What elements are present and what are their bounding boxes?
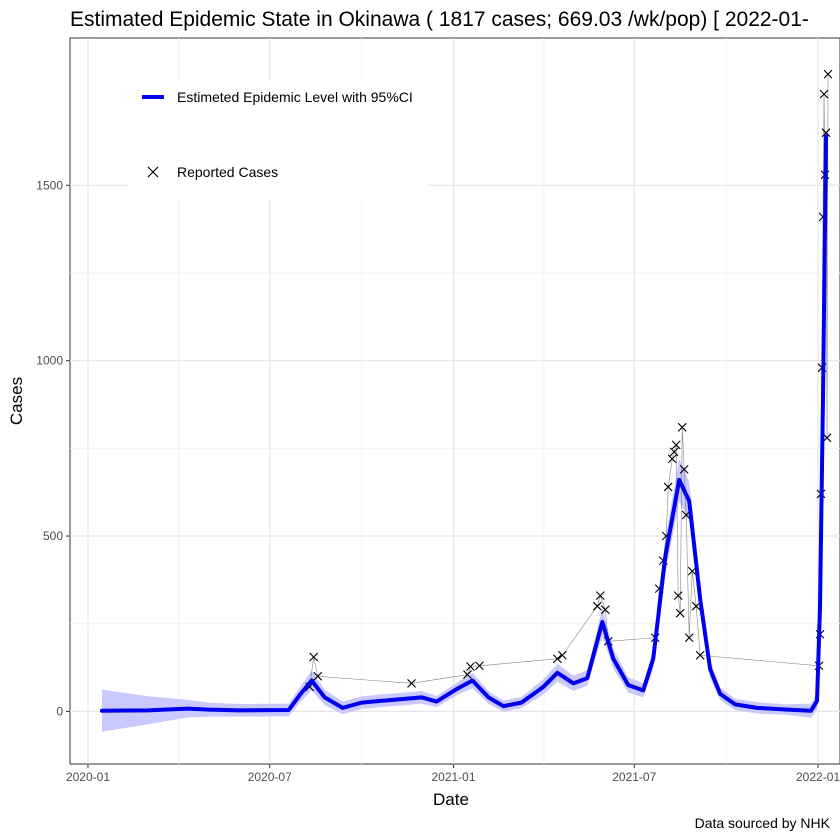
case-point xyxy=(671,440,681,450)
y-tick-label: 500 xyxy=(43,529,63,543)
legend-label-level: Estimeted Epidemic Level with 95%CI xyxy=(177,89,413,105)
case-point xyxy=(677,422,687,432)
case-point xyxy=(557,650,567,660)
case-point xyxy=(463,670,472,679)
caption: Data sourced by NHK xyxy=(695,815,831,831)
x-axis-label: Date xyxy=(433,790,469,809)
case-point xyxy=(667,454,677,464)
legend-background xyxy=(128,80,428,200)
case-point xyxy=(466,662,475,671)
chart-title: Estimated Epidemic State in Okinawa ( 18… xyxy=(70,8,809,31)
y-axis-label: Cases xyxy=(7,377,26,425)
y-tick-label: 1500 xyxy=(36,178,63,192)
case-point xyxy=(313,671,323,681)
y-tick-label: 0 xyxy=(56,704,63,718)
case-point xyxy=(669,447,679,457)
case-point xyxy=(407,678,416,688)
y-tick-label: 1000 xyxy=(36,354,63,368)
case-point xyxy=(684,633,694,643)
x-tick-label: 2020-01 xyxy=(66,770,110,784)
case-point xyxy=(592,601,602,611)
case-point xyxy=(600,605,610,615)
case-point xyxy=(309,652,319,662)
legend-label-cases: Reported Cases xyxy=(177,164,278,180)
x-tick-label: 2021-01 xyxy=(431,770,475,784)
case-point xyxy=(663,482,673,492)
case-point xyxy=(595,591,605,601)
y-axis: 0 500 1000 1500 xyxy=(36,178,70,718)
case-point xyxy=(475,661,484,671)
x-tick-label: 2022-01 xyxy=(796,770,840,784)
case-point xyxy=(821,128,831,138)
case-point xyxy=(673,591,683,601)
legend: Estimeted Epidemic Level with 95%CI Repo… xyxy=(128,80,428,200)
epidemic-level-series xyxy=(99,134,829,713)
epidemic-level-line xyxy=(99,134,829,713)
x-axis: 2020-01 2020-07 2021-01 2021-07 2022-01 xyxy=(66,764,840,784)
case-point xyxy=(552,654,562,664)
case-point xyxy=(675,608,685,618)
legend-cross-swatch xyxy=(147,166,159,178)
x-tick-label: 2021-07 xyxy=(612,770,656,784)
case-point xyxy=(695,650,705,660)
x-tick-label: 2020-07 xyxy=(248,770,292,784)
case-point xyxy=(823,69,833,79)
case-point xyxy=(679,465,689,474)
case-point xyxy=(819,89,829,99)
